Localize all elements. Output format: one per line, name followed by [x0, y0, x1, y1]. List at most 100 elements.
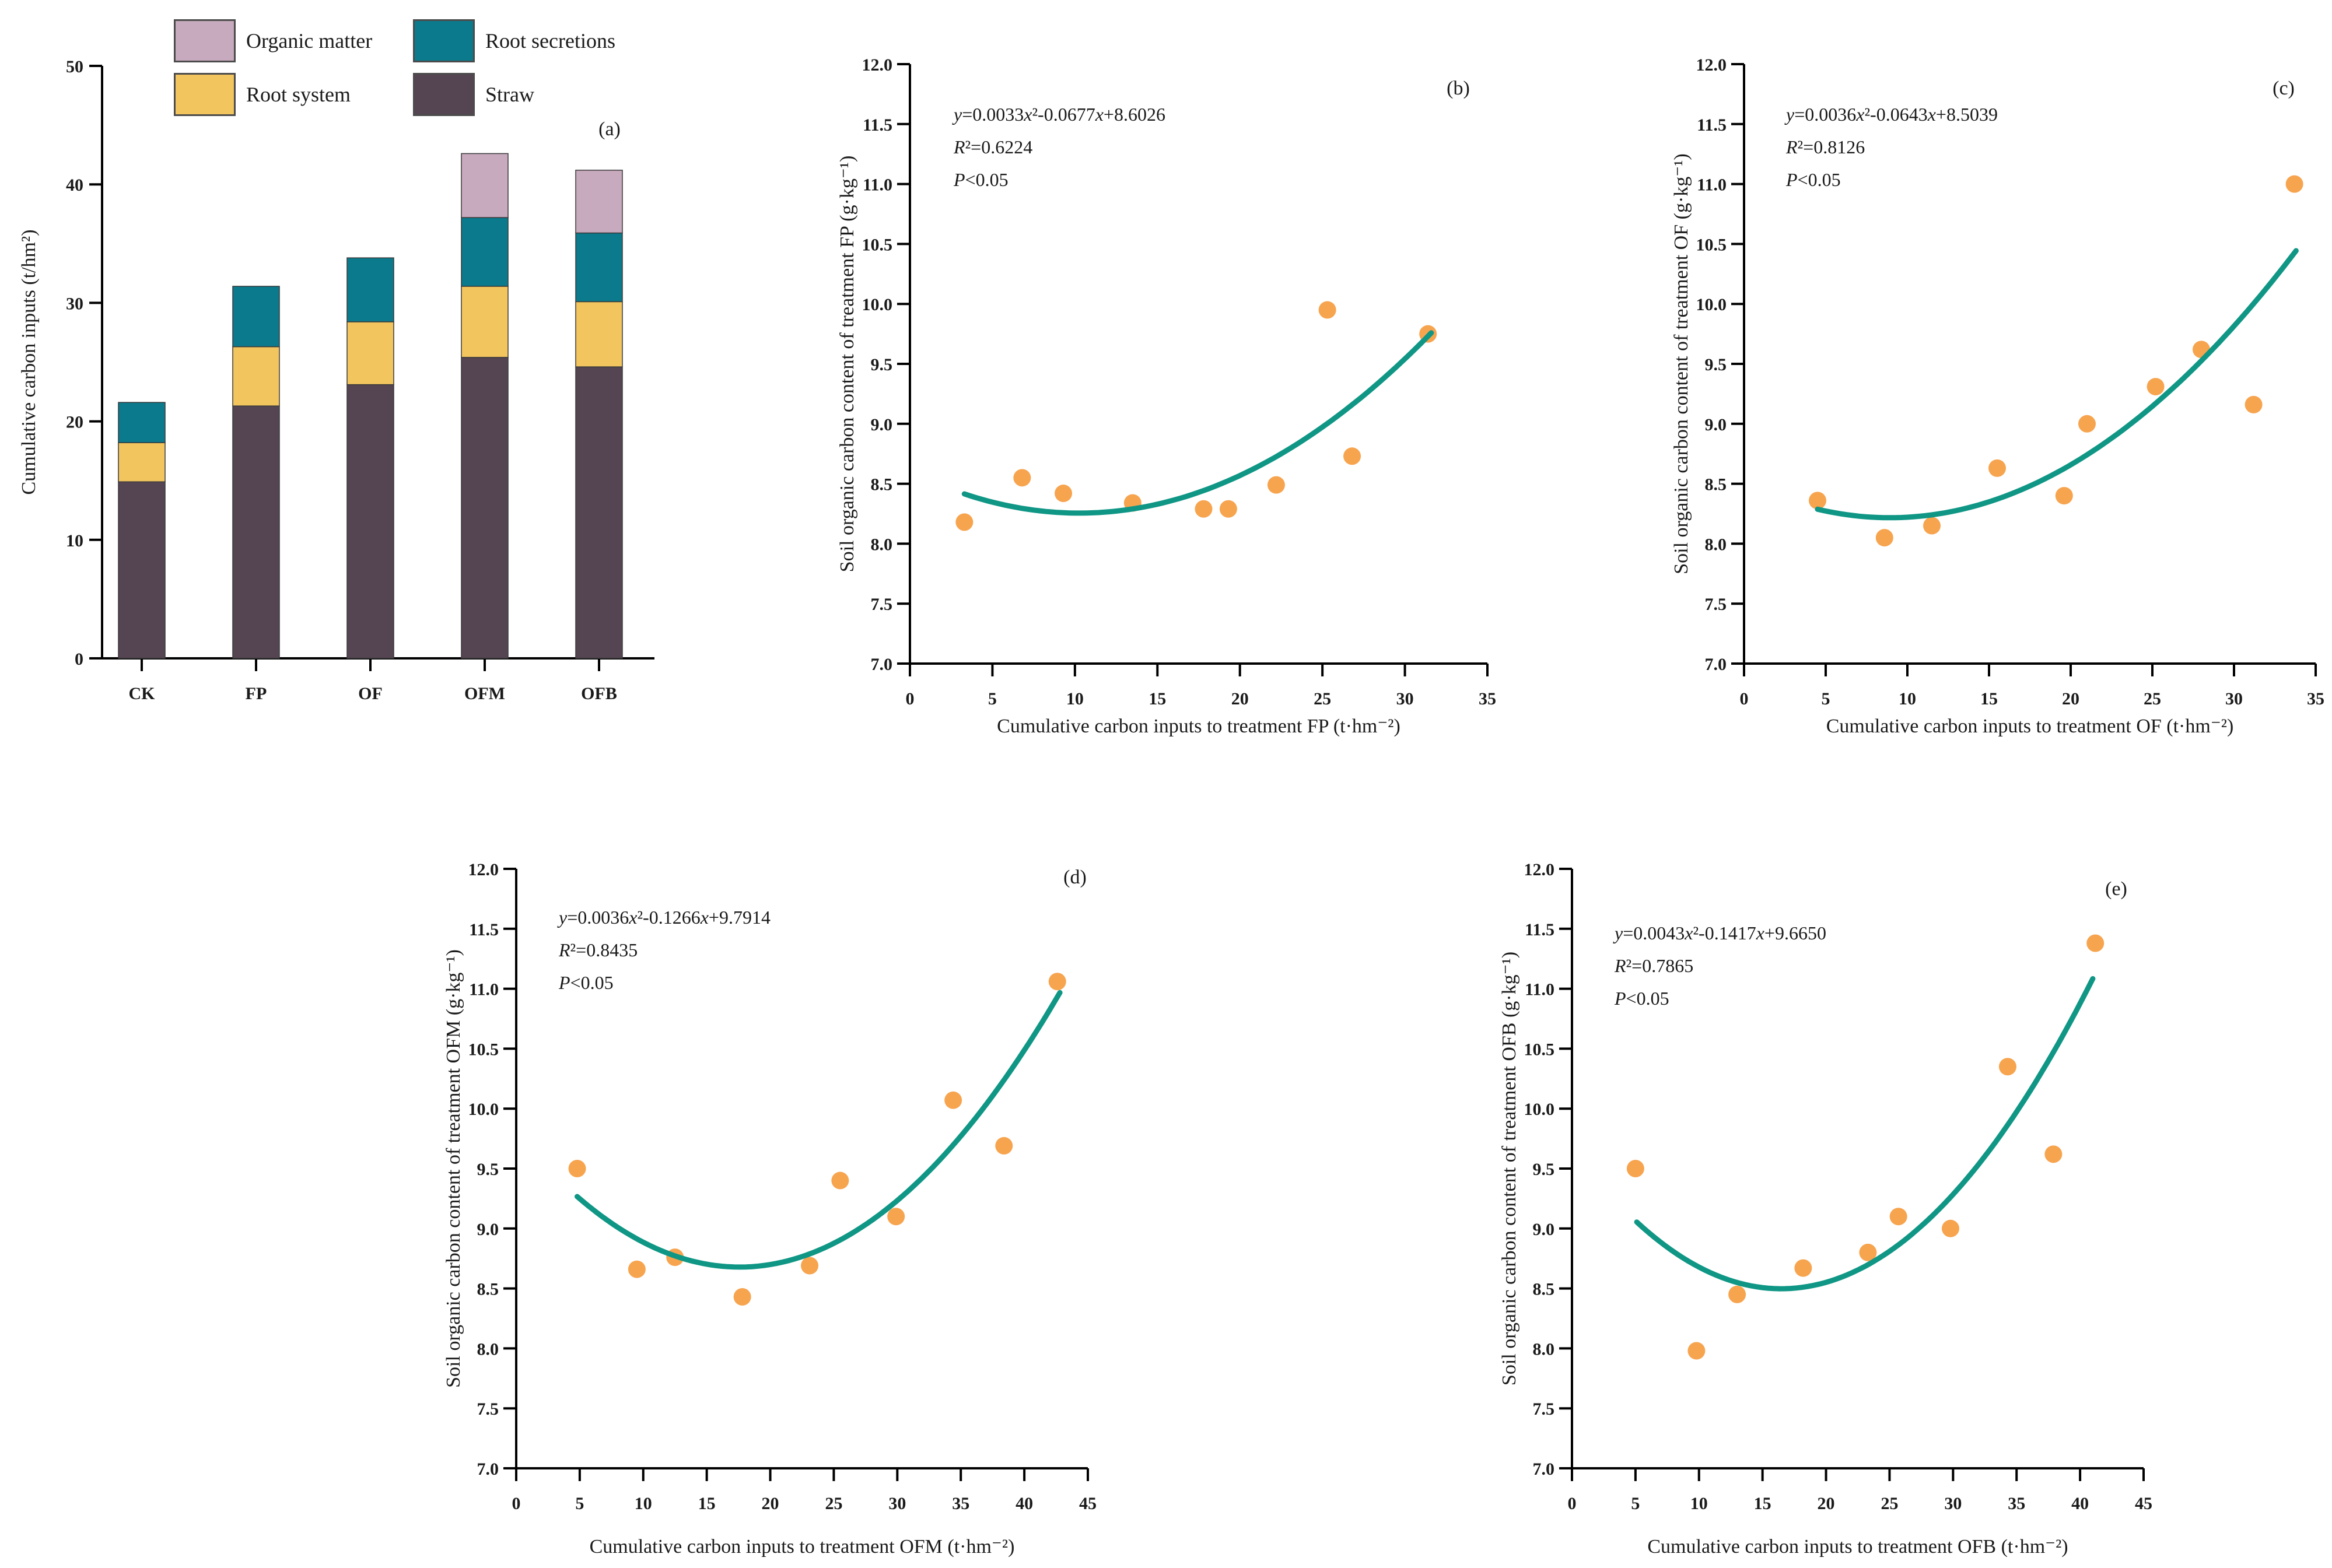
- bar-segment-root-system: [575, 301, 623, 367]
- chart-c-y-tick-label: 11.5: [1697, 115, 1727, 135]
- chart-b-y-tick-label: 8.5: [871, 475, 893, 494]
- chart-b-y-tick-label: 7.5: [871, 595, 893, 614]
- equation-line: R²=0.6224: [954, 136, 1033, 157]
- chart-c-y-tick-label: 8.5: [1705, 475, 1727, 494]
- bar-segment-root-secretions: [575, 232, 623, 303]
- equation-line: R²=0.7865: [1615, 955, 1694, 976]
- equation-line: y=0.0033x²-0.0677x+8.6026: [954, 104, 1165, 125]
- bar-segment-straw: [575, 366, 623, 659]
- bar-segment-straw: [118, 481, 166, 659]
- chart-b-y-tick-label: 11.5: [863, 115, 892, 135]
- chart-d-x-tick-label: 40: [1016, 1494, 1033, 1513]
- chart-b-data-point: [1219, 500, 1237, 518]
- equation-line: R²=0.8435: [559, 939, 638, 960]
- chart-c-x-tick-label: 20: [2062, 689, 2079, 708]
- chart-d-y-tick-label: 8.5: [477, 1280, 499, 1299]
- chart-c-y-tick-label: 9.0: [1705, 415, 1727, 434]
- chart-e-fit-curve: [1634, 976, 2096, 1292]
- chart-c-y-tick-label: 12.0: [1696, 55, 1727, 75]
- chart-b-data-point: [1013, 469, 1031, 487]
- chart-d-y-tick-label: 7.0: [477, 1460, 499, 1479]
- chart-c-data-point: [1875, 529, 1893, 547]
- chart-e-data-point: [1998, 1058, 2016, 1076]
- chart-b-fit-curve: [961, 330, 1434, 516]
- bar-segment-root-system: [346, 321, 394, 385]
- chart-e-y-tick-label: 10.0: [1524, 1100, 1555, 1119]
- chart-e-x-tick-label: 40: [2071, 1494, 2089, 1513]
- panel-letter-c: (c): [2273, 78, 2295, 99]
- chart-d-y-tick-label: 9.0: [477, 1220, 499, 1239]
- chart-e-y-tick-label: 7.5: [1533, 1399, 1555, 1419]
- chart-e-y-tick-label: 8.5: [1533, 1280, 1555, 1299]
- chart-e-x-tick-label: 35: [2008, 1494, 2025, 1513]
- equation-line: P<0.05: [954, 169, 1009, 190]
- chart-c-data-point: [1988, 459, 2006, 477]
- chart-d-data-point: [1048, 973, 1066, 991]
- panel-letter-b: (b): [1447, 78, 1470, 99]
- equation-block-e: y=0.0043x²-0.1417x+9.6650 R²=0.7865 P<0.05: [1615, 917, 1826, 1015]
- chart-e-data-point: [2044, 1145, 2063, 1163]
- chart-c-data-point: [2055, 487, 2073, 505]
- chart-a-y-tick-label: 0: [75, 650, 83, 669]
- chart-d-data-point: [801, 1257, 819, 1275]
- chart-b-x-tick-label: 15: [1149, 689, 1166, 708]
- legend-swatch: [413, 73, 475, 116]
- chart-d-y-tick-label: 7.5: [477, 1399, 499, 1419]
- chart-d-data-point: [887, 1208, 905, 1226]
- chart-e-y-tick-label: 8.0: [1533, 1339, 1555, 1359]
- chart-d-fit-curve: [575, 990, 1063, 1270]
- chart-d-x-tick-label: 10: [635, 1494, 652, 1513]
- equation-line: y=0.0036x²-0.0643x+8.5039: [1786, 104, 1998, 125]
- equation-block-c: y=0.0036x²-0.0643x+8.5039 R²=0.8126 P<0.05: [1786, 98, 1998, 196]
- chart-a-y-tick-label: 20: [66, 413, 83, 432]
- chart-c-x-tick-label: 0: [1740, 689, 1749, 708]
- chart-d-x-tick-label: 5: [575, 1494, 584, 1513]
- chart-b-x-tick-label: 25: [1314, 689, 1331, 708]
- equation-line: P<0.05: [1786, 169, 1841, 190]
- chart-a-category-label: OFM: [464, 684, 505, 703]
- chart-e-data-point: [1794, 1259, 1812, 1277]
- chart-e-x-tick-label: 30: [1944, 1494, 1962, 1513]
- chart-e-data-point: [1728, 1285, 1746, 1303]
- legend-label: Root system: [246, 83, 351, 106]
- chart-e-x-tick-label: 10: [1690, 1494, 1708, 1513]
- chart-a-y-axis-title: Cumulative carbon inputs (t/hm²): [18, 229, 40, 495]
- chart-b-x-tick-label: 0: [906, 689, 915, 708]
- chart-b-y-tick-label: 12.0: [862, 55, 893, 75]
- chart-d-y-tick-label: 12.0: [468, 860, 499, 879]
- chart-a-y-tick-label: 30: [66, 294, 83, 313]
- chart-e-y-tick-label: 7.0: [1533, 1460, 1555, 1479]
- chart-a-category-label: CK: [129, 684, 156, 703]
- chart-e-y-tick-label: 11.5: [1525, 920, 1554, 939]
- equation-block-b: y=0.0033x²-0.0677x+8.6026 R²=0.6224 P<0.05: [954, 98, 1165, 196]
- chart-c-data-point: [2147, 378, 2165, 396]
- chart-b-y-tick-label: 7.0: [871, 655, 893, 674]
- legend-item-straw: Straw: [413, 71, 534, 118]
- bar-segment-root-secretions: [461, 217, 509, 287]
- chart-d-data-point: [628, 1260, 646, 1278]
- chart-c-y-tick-label: 11.0: [1697, 176, 1727, 195]
- chart-b-x-axis-title: Cumulative carbon inputs to treatment FP…: [997, 715, 1400, 737]
- chart-c-x-tick-label: 30: [2225, 689, 2243, 708]
- chart-c-x-tick-label: 35: [2307, 689, 2324, 708]
- chart-e-y-tick-label: 9.5: [1533, 1160, 1555, 1179]
- equation-line: P<0.05: [1615, 988, 1669, 1009]
- chart-c-x-tick-label: 10: [1899, 689, 1916, 708]
- chart-d-data-point: [568, 1160, 586, 1177]
- chart-c-y-tick-label: 9.5: [1705, 355, 1727, 374]
- legend-label: Organic matter: [246, 29, 373, 52]
- chart-d-x-tick-label: 0: [512, 1494, 521, 1513]
- chart-c-x-tick-label: 5: [1822, 689, 1830, 708]
- chart-e-x-tick-label: 15: [1754, 1494, 1771, 1513]
- chart-d-data-point: [733, 1288, 751, 1306]
- legend-swatch: [174, 73, 236, 116]
- equation-line: y=0.0036x²-0.1266x+9.7914: [559, 907, 771, 928]
- chart-d-data-point: [995, 1136, 1013, 1155]
- chart-d-y-tick-label: 11.5: [469, 920, 499, 939]
- bar-segment-root-system: [461, 286, 509, 358]
- chart-b-y-tick-label: 9.5: [871, 355, 893, 374]
- bar-segment-root-system: [232, 346, 280, 406]
- chart-e-data-point: [1941, 1219, 1959, 1237]
- chart-c-data-point: [2245, 395, 2263, 413]
